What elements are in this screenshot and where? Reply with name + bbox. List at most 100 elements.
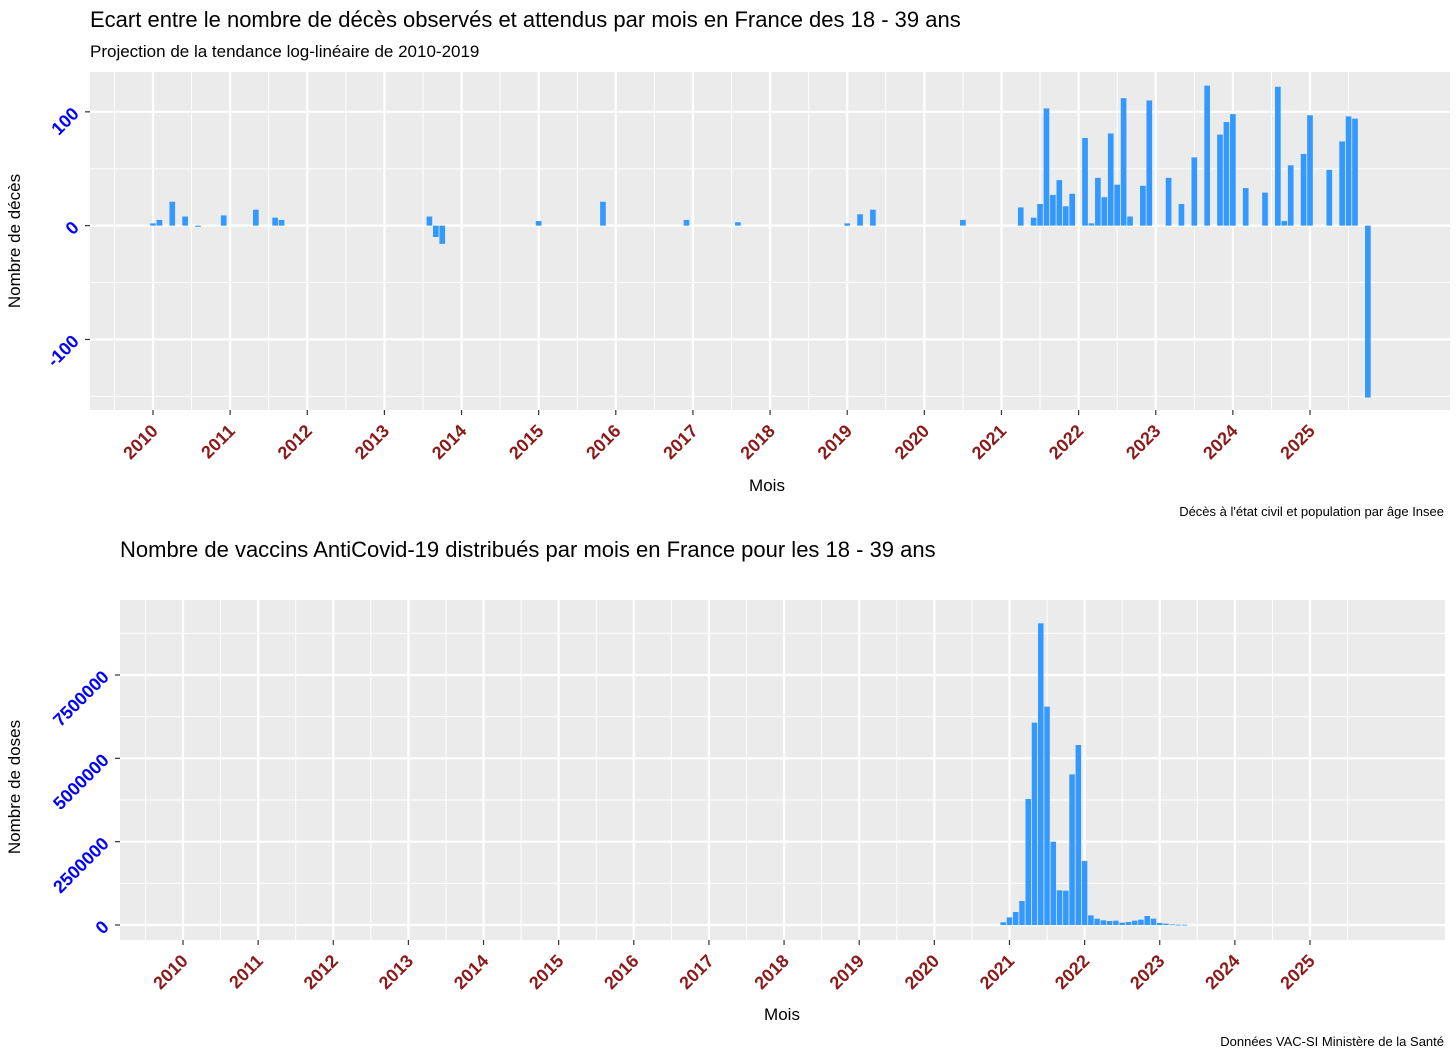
bar bbox=[1217, 134, 1223, 226]
bar bbox=[432, 225, 439, 238]
y-tick-label: 5000000 bbox=[49, 750, 113, 814]
y-tick-label: 2500000 bbox=[49, 833, 113, 897]
bar bbox=[195, 225, 201, 227]
chart-2-bars bbox=[1000, 623, 1188, 926]
x-tick-label: 2011 bbox=[197, 421, 239, 463]
bar bbox=[1107, 133, 1114, 226]
y-tick-label: 0 bbox=[92, 917, 113, 938]
bar bbox=[1069, 774, 1075, 925]
x-tick-label: 2015 bbox=[505, 421, 547, 463]
x-tick-label: 2020 bbox=[891, 421, 933, 463]
chart-2-xlabel: Mois bbox=[764, 1005, 800, 1024]
x-tick-label: 2020 bbox=[901, 951, 943, 993]
bar bbox=[1038, 623, 1044, 925]
bar bbox=[1044, 706, 1050, 925]
bar bbox=[683, 219, 690, 226]
bar bbox=[1113, 920, 1119, 925]
bar bbox=[1030, 217, 1037, 226]
chart-2-gridlines bbox=[120, 600, 1445, 940]
bar bbox=[1120, 98, 1127, 226]
bar bbox=[1088, 223, 1095, 226]
chart-1-subtitle: Projection de la tendance log-linéaire d… bbox=[90, 42, 479, 61]
bar bbox=[1178, 204, 1185, 226]
bar bbox=[1262, 192, 1268, 226]
bar bbox=[1119, 922, 1125, 925]
bar bbox=[1144, 916, 1150, 925]
chart-2-ylabel: Nombre de doses bbox=[5, 720, 24, 854]
bar bbox=[1081, 861, 1088, 925]
bar bbox=[1204, 85, 1210, 226]
bar bbox=[844, 223, 851, 226]
x-tick-label: 2024 bbox=[1199, 421, 1241, 463]
bar bbox=[1345, 116, 1352, 226]
x-tick-label: 2017 bbox=[675, 951, 717, 993]
x-tick-label: 2025 bbox=[1276, 951, 1318, 993]
bar bbox=[1019, 901, 1025, 925]
bar bbox=[1063, 890, 1069, 925]
x-tick-label: 2019 bbox=[826, 951, 868, 993]
bar bbox=[535, 221, 542, 226]
x-tick-label: 2019 bbox=[814, 421, 856, 463]
bar bbox=[1100, 920, 1107, 925]
bar bbox=[1095, 177, 1101, 226]
bar bbox=[1146, 100, 1153, 226]
y-tick-label: 100 bbox=[47, 104, 82, 139]
chart-1-title: Ecart entre le nombre de décès observés … bbox=[90, 7, 961, 32]
chart-1-ylabel: Nombre de décès bbox=[5, 174, 24, 308]
x-tick-label: 2022 bbox=[1045, 421, 1087, 463]
chart-1-caption: Décès à l'état civil et population par â… bbox=[1179, 504, 1444, 519]
x-tick-label: 2016 bbox=[600, 951, 642, 993]
chart-2-caption: Données VAC-SI Ministère de la Santé bbox=[1220, 1034, 1444, 1049]
y-tick-label: 0 bbox=[62, 217, 83, 238]
x-tick-label: 2010 bbox=[119, 421, 161, 463]
chart-2-panel bbox=[120, 600, 1445, 940]
bar bbox=[1175, 924, 1182, 926]
bar bbox=[1307, 115, 1313, 226]
bar bbox=[1069, 193, 1076, 226]
bar bbox=[1006, 917, 1013, 925]
x-tick-label: 2016 bbox=[582, 421, 624, 463]
bar bbox=[1043, 108, 1050, 226]
bar bbox=[1062, 206, 1069, 226]
bar bbox=[220, 215, 227, 226]
chart-1-y-axis: -100 0 100 bbox=[43, 104, 90, 371]
x-tick-label: 2023 bbox=[1122, 421, 1164, 463]
bar bbox=[1114, 184, 1120, 226]
bar bbox=[150, 223, 156, 226]
bar bbox=[600, 201, 606, 226]
chart-1-xlabel: Mois bbox=[749, 476, 785, 495]
bar bbox=[1101, 197, 1108, 226]
bar bbox=[960, 219, 966, 226]
bar bbox=[1165, 177, 1172, 226]
bar bbox=[1025, 799, 1032, 925]
bar bbox=[1138, 919, 1144, 925]
bar bbox=[1106, 921, 1113, 925]
x-tick-label: 2017 bbox=[659, 421, 701, 463]
x-tick-label: 2023 bbox=[1126, 951, 1168, 993]
bar bbox=[1223, 122, 1230, 226]
bar bbox=[1140, 185, 1146, 226]
bar bbox=[169, 201, 176, 226]
x-tick-label: 2022 bbox=[1051, 951, 1093, 993]
x-tick-label: 2014 bbox=[428, 421, 470, 463]
x-tick-label: 2025 bbox=[1276, 421, 1318, 463]
bar bbox=[857, 214, 863, 226]
bar bbox=[1050, 194, 1056, 226]
bar bbox=[1075, 745, 1082, 925]
x-tick-label: 2013 bbox=[351, 421, 393, 463]
bar bbox=[156, 219, 163, 226]
chart-deaths: Ecart entre le nombre de décès observés … bbox=[5, 7, 1450, 519]
bar bbox=[1242, 188, 1249, 226]
chart-2-title: Nombre de vaccins AntiCovid-19 distribué… bbox=[120, 537, 936, 562]
bar bbox=[1163, 923, 1169, 925]
y-tick-label: -100 bbox=[43, 331, 83, 371]
y-tick-label: 7500000 bbox=[49, 667, 113, 731]
x-tick-label: 2021 bbox=[976, 951, 1018, 993]
bar bbox=[182, 216, 188, 226]
bar bbox=[1230, 114, 1236, 226]
bar bbox=[272, 217, 278, 226]
x-tick-label: 2012 bbox=[274, 421, 316, 463]
chart-1-bars bbox=[150, 85, 1371, 398]
bar bbox=[1094, 918, 1100, 925]
bar bbox=[1127, 216, 1133, 226]
